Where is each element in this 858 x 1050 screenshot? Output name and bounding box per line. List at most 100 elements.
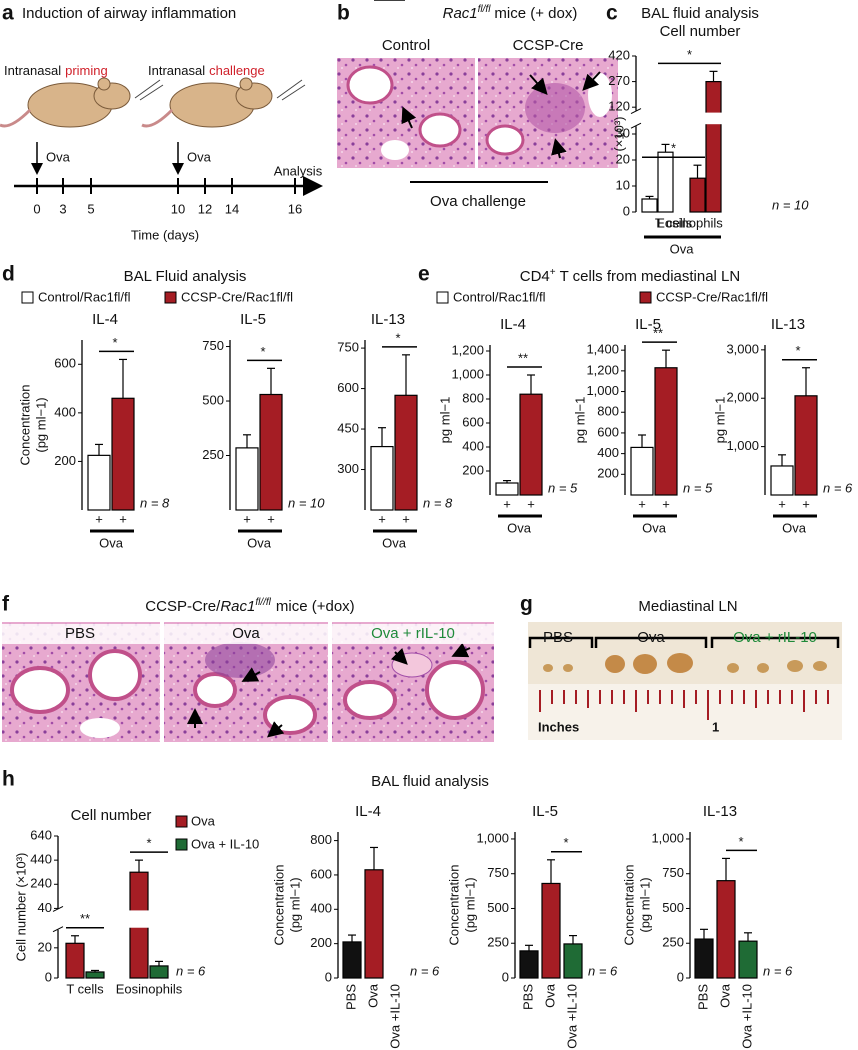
y-tick-label: 200 xyxy=(462,462,484,477)
chart-title: IL-5 xyxy=(635,316,661,333)
dose-label: Ova xyxy=(187,149,212,164)
bar xyxy=(657,151,674,213)
bar xyxy=(519,950,539,979)
significance-label: * xyxy=(687,47,692,62)
panel-label: c xyxy=(606,2,618,25)
end-label: Analysis xyxy=(274,163,323,178)
legend-label: Control/Rac1fl/fl xyxy=(38,289,131,304)
x-tick-label: Ova xyxy=(365,983,380,1008)
y-tick-label: 800 xyxy=(462,390,484,405)
y-tick-label: 1,000 xyxy=(726,438,759,453)
timeline-label: 14 xyxy=(225,201,239,216)
x-tick-label: PBS xyxy=(520,984,535,1010)
x-tick-label: + xyxy=(802,496,810,511)
x-tick-label: Ova xyxy=(717,983,732,1008)
image-label: Ova xyxy=(232,625,260,642)
y-tick-label: 200 xyxy=(310,935,332,950)
label-bg xyxy=(2,624,160,644)
histology-image xyxy=(337,58,618,168)
y-axis-label: (×10³) xyxy=(611,116,626,151)
timeline-label: 5 xyxy=(87,201,94,216)
bar xyxy=(87,454,111,511)
chart-title: IL-5 xyxy=(532,803,558,820)
bar xyxy=(519,393,543,496)
chart-title: IL-4 xyxy=(92,311,118,328)
panel-title: BAL Fluid analysis xyxy=(124,268,247,285)
bar xyxy=(716,880,736,979)
panel-label: b xyxy=(337,2,350,25)
bar xyxy=(111,397,135,511)
bar xyxy=(770,465,794,496)
n-label: n = 10 xyxy=(288,495,325,510)
chart-title: Cell number xyxy=(660,23,741,40)
mouse xyxy=(0,77,273,128)
chart-title: Cell number xyxy=(71,807,152,824)
y-tick-label: 800 xyxy=(310,832,332,847)
ruler-label: 1 xyxy=(712,719,719,734)
y-tick-label: 1,000 xyxy=(451,366,484,381)
y-axis-label: Concentration xyxy=(271,865,286,946)
legend-swatch xyxy=(436,291,449,304)
y-axis-label: Concentration xyxy=(446,865,461,946)
y-tick-label: 1,000 xyxy=(651,830,684,845)
panel-title: Mediastinal LN xyxy=(638,598,737,615)
image-label: PBS xyxy=(543,629,573,646)
legend-swatch xyxy=(175,838,188,851)
legend-label: Control/Rac1fl/fl xyxy=(453,289,546,304)
y-tick-label: 400 xyxy=(54,404,76,419)
y-tick-label: 20 xyxy=(38,939,52,954)
panel-title: CD4+ T cells from mediastinal LN xyxy=(520,267,740,285)
significance-label: * xyxy=(671,141,676,156)
x-tick-label: + xyxy=(402,511,410,526)
dose-label: Ova xyxy=(46,149,71,164)
y-axis-label: pg ml−1 xyxy=(712,397,727,444)
bar xyxy=(738,940,758,979)
y-tick-label: 500 xyxy=(202,392,224,407)
y-axis-label: Concentration xyxy=(17,385,32,466)
y-tick-label: 0 xyxy=(45,969,52,984)
x-tick-label: + xyxy=(778,496,786,511)
chart-title: IL-13 xyxy=(771,316,805,333)
significance-label: ** xyxy=(80,911,90,926)
y-tick-label: 440 xyxy=(30,852,52,867)
legend-label: Ova xyxy=(191,813,216,828)
legend-swatch xyxy=(21,291,34,304)
y-axis-label: Cell number (×10³) xyxy=(13,853,28,962)
bar xyxy=(259,393,283,511)
y-tick-label: 500 xyxy=(487,900,509,915)
y-tick-label: 0 xyxy=(502,969,509,984)
y-axis-label: (pg ml−1) xyxy=(287,877,302,932)
group-label: Ova xyxy=(782,520,807,535)
label-bg xyxy=(332,624,494,644)
y-tick-label: 750 xyxy=(202,338,224,353)
y-axis-label: pg ml−1 xyxy=(572,397,587,444)
y-tick-label: 750 xyxy=(662,865,684,880)
y-tick-label: 600 xyxy=(337,380,359,395)
break-mark xyxy=(630,108,642,115)
panel-label: e xyxy=(418,263,430,286)
y-tick-label: 2,000 xyxy=(726,390,759,405)
n-label: n = 8 xyxy=(423,495,453,510)
label-bg xyxy=(164,624,328,644)
legend-swatch xyxy=(175,815,188,828)
timeline-label: 10 xyxy=(171,201,185,216)
n-label: n = 6 xyxy=(176,963,206,978)
panel-label: a xyxy=(2,2,14,25)
x-tick-label: + xyxy=(119,511,127,526)
x-tick-label: Ova +IL-10 xyxy=(387,984,402,1049)
legend-swatch xyxy=(639,291,652,304)
y-axis-label: (pg ml−1) xyxy=(462,877,477,932)
significance-label: * xyxy=(395,330,400,345)
y-tick-label: 600 xyxy=(54,356,76,371)
y-tick-label: 1,400 xyxy=(586,342,619,357)
axis-label: Time (days) xyxy=(131,227,199,242)
x-tick-label: + xyxy=(662,496,670,511)
y-tick-label: 800 xyxy=(597,404,619,419)
bar xyxy=(641,198,658,213)
legend-label: Ova + IL-10 xyxy=(191,836,259,851)
y-tick-label: 250 xyxy=(662,935,684,950)
y-tick-label: 120 xyxy=(608,99,630,114)
panel-label: f xyxy=(2,593,10,616)
bar xyxy=(85,971,105,979)
y-tick-label: 1,200 xyxy=(586,362,619,377)
